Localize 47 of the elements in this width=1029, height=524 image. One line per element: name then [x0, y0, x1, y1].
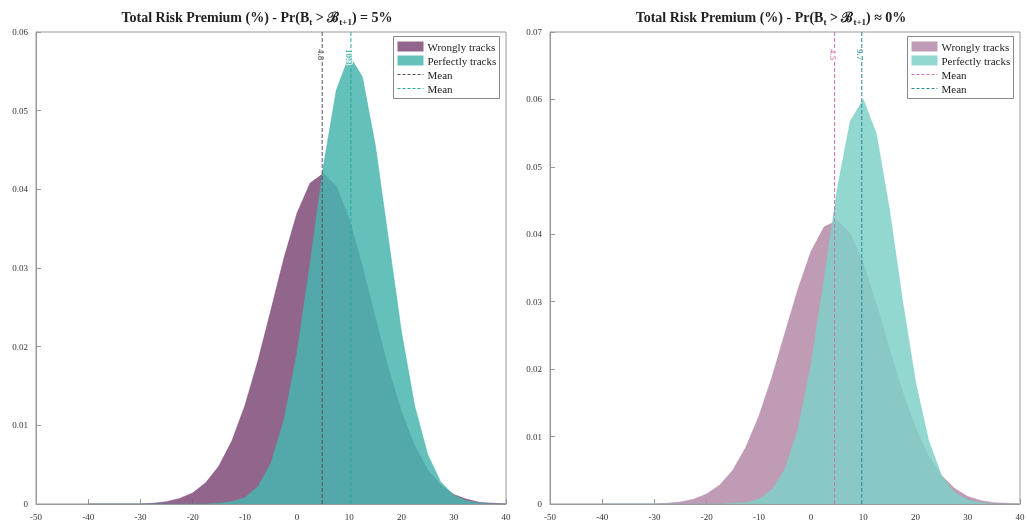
x-tick-label: -10 — [238, 511, 252, 522]
y-tick-label: 0.05 — [526, 161, 543, 172]
x-tick-label: 20 — [911, 511, 921, 522]
x-tick-label: 0 — [294, 511, 300, 522]
annotation: 10.3 — [344, 49, 355, 66]
y-tick-label: 0 — [537, 499, 543, 509]
x-tick-label: -10 — [752, 511, 766, 522]
y-tick-label: 0.02 — [12, 341, 28, 352]
annotation: 9.7 — [855, 49, 866, 61]
x-tick-label: -20 — [700, 511, 714, 522]
legend-label: Wrongly tracks — [427, 40, 496, 53]
legend-label: Wrongly tracks — [941, 40, 1010, 53]
y-tick-label: 0.05 — [12, 105, 29, 116]
y-tick-label: 0.06 — [12, 27, 29, 37]
x-tick-label: 30 — [449, 511, 459, 522]
legend-label: Mean — [941, 68, 968, 81]
y-tick-label: 0.06 — [526, 94, 543, 105]
y-tick-label: 0.02 — [526, 364, 542, 375]
x-tick-label: -40 — [82, 511, 95, 522]
x-tick-label: 10 — [858, 511, 869, 522]
legend-label: Perfectly tracks — [941, 54, 1011, 67]
x-tick-label: -40 — [596, 511, 609, 522]
y-tick-label: 0 — [23, 499, 29, 509]
y-tick-label: 0.04 — [526, 229, 543, 240]
x-tick-label: -20 — [186, 511, 200, 522]
y-tick-label: 0.04 — [12, 184, 29, 195]
legend-label: Mean — [427, 68, 454, 81]
legend-label: Perfectly tracks — [427, 54, 497, 67]
x-tick-label: -50 — [30, 511, 43, 522]
x-tick-label: 40 — [501, 511, 511, 522]
x-tick-label: -30 — [648, 511, 661, 522]
y-tick-label: 0.01 — [526, 431, 542, 442]
legend-label: Mean — [941, 82, 968, 95]
x-tick-label: -50 — [544, 511, 557, 522]
x-tick-label: 40 — [1015, 511, 1025, 522]
x-tick-label: 20 — [397, 511, 407, 522]
x-tick-label: 0 — [808, 511, 814, 522]
x-tick-label: -30 — [134, 511, 147, 522]
x-tick-label: 10 — [344, 511, 355, 522]
y-tick-label: 0.01 — [12, 420, 28, 431]
annotation: 4.8 — [315, 49, 326, 61]
x-tick-label: 30 — [963, 511, 973, 522]
y-tick-label: 0.03 — [12, 263, 29, 273]
legend-label: Mean — [427, 82, 454, 95]
y-tick-label: 0.07 — [526, 27, 543, 37]
annotation: 4.5 — [828, 49, 839, 61]
y-tick-label: 0.03 — [526, 296, 543, 307]
